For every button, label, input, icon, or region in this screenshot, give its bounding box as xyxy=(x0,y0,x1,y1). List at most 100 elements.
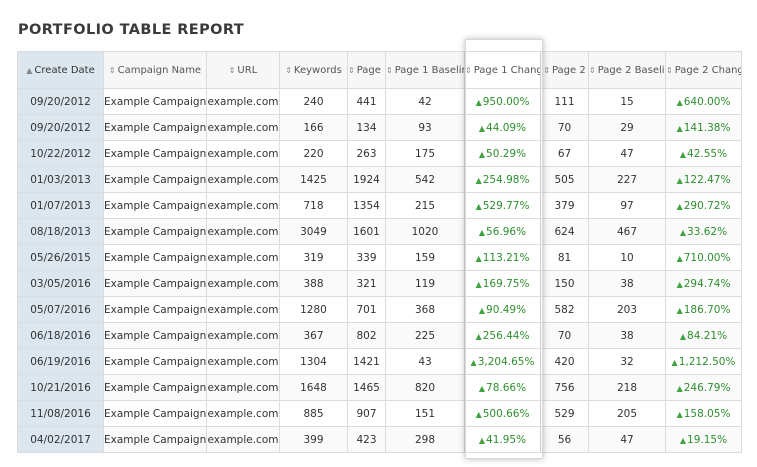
cell-page2: 379 xyxy=(540,192,589,219)
cell-page2: 56 xyxy=(540,426,589,453)
table-row[interactable]: 05/07/2016 Example Campaign example.com 128… xyxy=(17,296,742,323)
cell-page1-change: ▲256.44% xyxy=(464,322,541,349)
table-row[interactable]: 01/03/2013 Example Campaign example.com 142… xyxy=(17,166,742,193)
cell-create-date: 04/02/2017 xyxy=(17,426,104,453)
cell-page1-change: ▲90.49% xyxy=(464,296,541,323)
cell-page1: 423 xyxy=(347,426,386,453)
change-value: 950.00% xyxy=(482,95,530,108)
cell-page1-change: ▲529.77% xyxy=(464,192,541,219)
change-value: 44.09% xyxy=(486,121,527,134)
column-header-page1-baseline[interactable]: ⇕Page 1 Baseline xyxy=(385,51,465,89)
cell-keywords: 1280 xyxy=(279,296,348,323)
cell-page2-baseline: 203 xyxy=(588,296,666,323)
cell-page2: 67 xyxy=(540,140,589,167)
sort-icon: ⇕ xyxy=(543,65,550,75)
cell-create-date: 05/26/2015 xyxy=(17,244,104,271)
column-header-create-date[interactable]: ▲ Create Date xyxy=(17,51,104,89)
increase-arrow-icon: ▲ xyxy=(679,227,687,237)
cell-url: example.com xyxy=(206,140,280,167)
cell-campaign: Example Campaign xyxy=(103,374,207,401)
cell-create-date: 10/21/2016 xyxy=(17,374,104,401)
cell-url: example.com xyxy=(206,348,280,375)
sort-icon: ⇕ xyxy=(386,65,393,75)
cell-create-date: 11/08/2016 xyxy=(17,400,104,427)
table-row[interactable]: 06/19/2016 Example Campaign example.com 130… xyxy=(17,348,742,375)
column-header-label: Page 2 xyxy=(551,64,586,76)
cell-campaign: Example Campaign xyxy=(103,296,207,323)
cell-keywords: 220 xyxy=(279,140,348,167)
cell-page1-baseline: 225 xyxy=(385,322,465,349)
table-row[interactable]: 10/21/2016 Example Campaign example.com 164… xyxy=(17,374,742,401)
increase-arrow-icon: ▲ xyxy=(676,279,683,289)
cell-page2: 70 xyxy=(540,114,589,141)
column-header-label: Create Date xyxy=(34,64,95,76)
table-row[interactable]: 09/20/2012 Example Campaign example.com 240… xyxy=(17,88,742,115)
cell-page1-baseline: 298 xyxy=(385,426,465,453)
table-row[interactable]: 11/08/2016 Example Campaign example.com 885… xyxy=(17,400,742,427)
column-header-page2-baseline[interactable]: ⇕Page 2 Baseline xyxy=(588,51,666,89)
cell-create-date: 08/18/2013 xyxy=(17,218,104,245)
column-header-label: Keywords xyxy=(293,64,342,76)
cell-keywords: 319 xyxy=(279,244,348,271)
cell-url: example.com xyxy=(206,218,280,245)
table-row[interactable]: 04/02/2017 Example Campaign example.com 399… xyxy=(17,426,742,453)
cell-page2: 70 xyxy=(540,322,589,349)
column-header-keywords[interactable]: ⇕ Keywords xyxy=(279,51,348,89)
column-header-campaign[interactable]: ⇕ Campaign Name xyxy=(103,51,207,89)
sort-icon: ⇕ xyxy=(589,65,596,75)
cell-campaign: Example Campaign xyxy=(103,400,207,427)
cell-page2-baseline: 15 xyxy=(588,88,666,115)
column-header-page1[interactable]: ⇕Page 1 xyxy=(347,51,386,89)
table-row[interactable]: 01/07/2013 Example Campaign example.com 718… xyxy=(17,192,742,219)
cell-page1-change: ▲41.95% xyxy=(464,426,541,453)
increase-arrow-icon: ▲ xyxy=(478,123,486,133)
cell-page2: 529 xyxy=(540,400,589,427)
cell-campaign: Example Campaign xyxy=(103,114,207,141)
column-header-label: Page 1 Change xyxy=(473,64,540,76)
cell-page2: 505 xyxy=(540,166,589,193)
change-value: 113.21% xyxy=(482,251,530,264)
cell-page1-baseline: 215 xyxy=(385,192,465,219)
cell-page1-change: ▲50.29% xyxy=(464,140,541,167)
sort-icon: ⇕ xyxy=(465,65,472,75)
cell-page2-baseline: 32 xyxy=(588,348,666,375)
cell-page2-baseline: 29 xyxy=(588,114,666,141)
column-header-url[interactable]: ⇕ URL xyxy=(206,51,280,89)
table-row[interactable]: 06/18/2016 Example Campaign example.com 367… xyxy=(17,322,742,349)
change-value: 78.66% xyxy=(486,381,527,394)
increase-arrow-icon: ▲ xyxy=(676,409,683,419)
table-row[interactable]: 09/20/2012 Example Campaign example.com 166… xyxy=(17,114,742,141)
cell-page1: 134 xyxy=(347,114,386,141)
column-header-page2-change[interactable]: ⇕Page 2 Change xyxy=(665,51,742,89)
increase-arrow-icon: ▲ xyxy=(478,149,486,159)
increase-arrow-icon: ▲ xyxy=(679,149,687,159)
table-row[interactable]: 08/18/2013 Example Campaign example.com 304… xyxy=(17,218,742,245)
column-header-page1-change[interactable]: ⇕Page 1 Change xyxy=(464,51,541,89)
cell-page2: 111 xyxy=(540,88,589,115)
cell-keywords: 367 xyxy=(279,322,348,349)
cell-page2: 420 xyxy=(540,348,589,375)
change-value: 41.95% xyxy=(486,433,527,446)
cell-page2-change: ▲141.38% xyxy=(665,114,742,141)
increase-arrow-icon: ▲ xyxy=(478,383,486,393)
cell-page1: 1465 xyxy=(347,374,386,401)
table-row[interactable]: 10/22/2012 Example Campaign example.com 220… xyxy=(17,140,742,167)
column-header-label: Page 1 Baseline xyxy=(394,64,464,76)
cell-page2-change: ▲84.21% xyxy=(665,322,742,349)
change-value: 56.96% xyxy=(486,225,527,238)
change-value: 290.72% xyxy=(683,199,731,212)
cell-page2-change: ▲19.15% xyxy=(665,426,742,453)
change-value: 169.75% xyxy=(482,277,530,290)
cell-url: example.com xyxy=(206,426,280,453)
change-value: 256.44% xyxy=(482,329,530,342)
increase-arrow-icon: ▲ xyxy=(676,97,683,107)
cell-page2-change: ▲710.00% xyxy=(665,244,742,271)
cell-page2-change: ▲122.47% xyxy=(665,166,742,193)
change-value: 3,204.65% xyxy=(477,355,535,368)
table-row[interactable]: 05/26/2015 Example Campaign example.com 319… xyxy=(17,244,742,271)
column-header-page2[interactable]: ⇕ Page 2 xyxy=(540,51,589,89)
change-value: 158.05% xyxy=(683,407,731,420)
cell-page1: 802 xyxy=(347,322,386,349)
change-value: 1,212.50% xyxy=(678,355,736,368)
table-row[interactable]: 03/05/2016 Example Campaign example.com 388… xyxy=(17,270,742,297)
